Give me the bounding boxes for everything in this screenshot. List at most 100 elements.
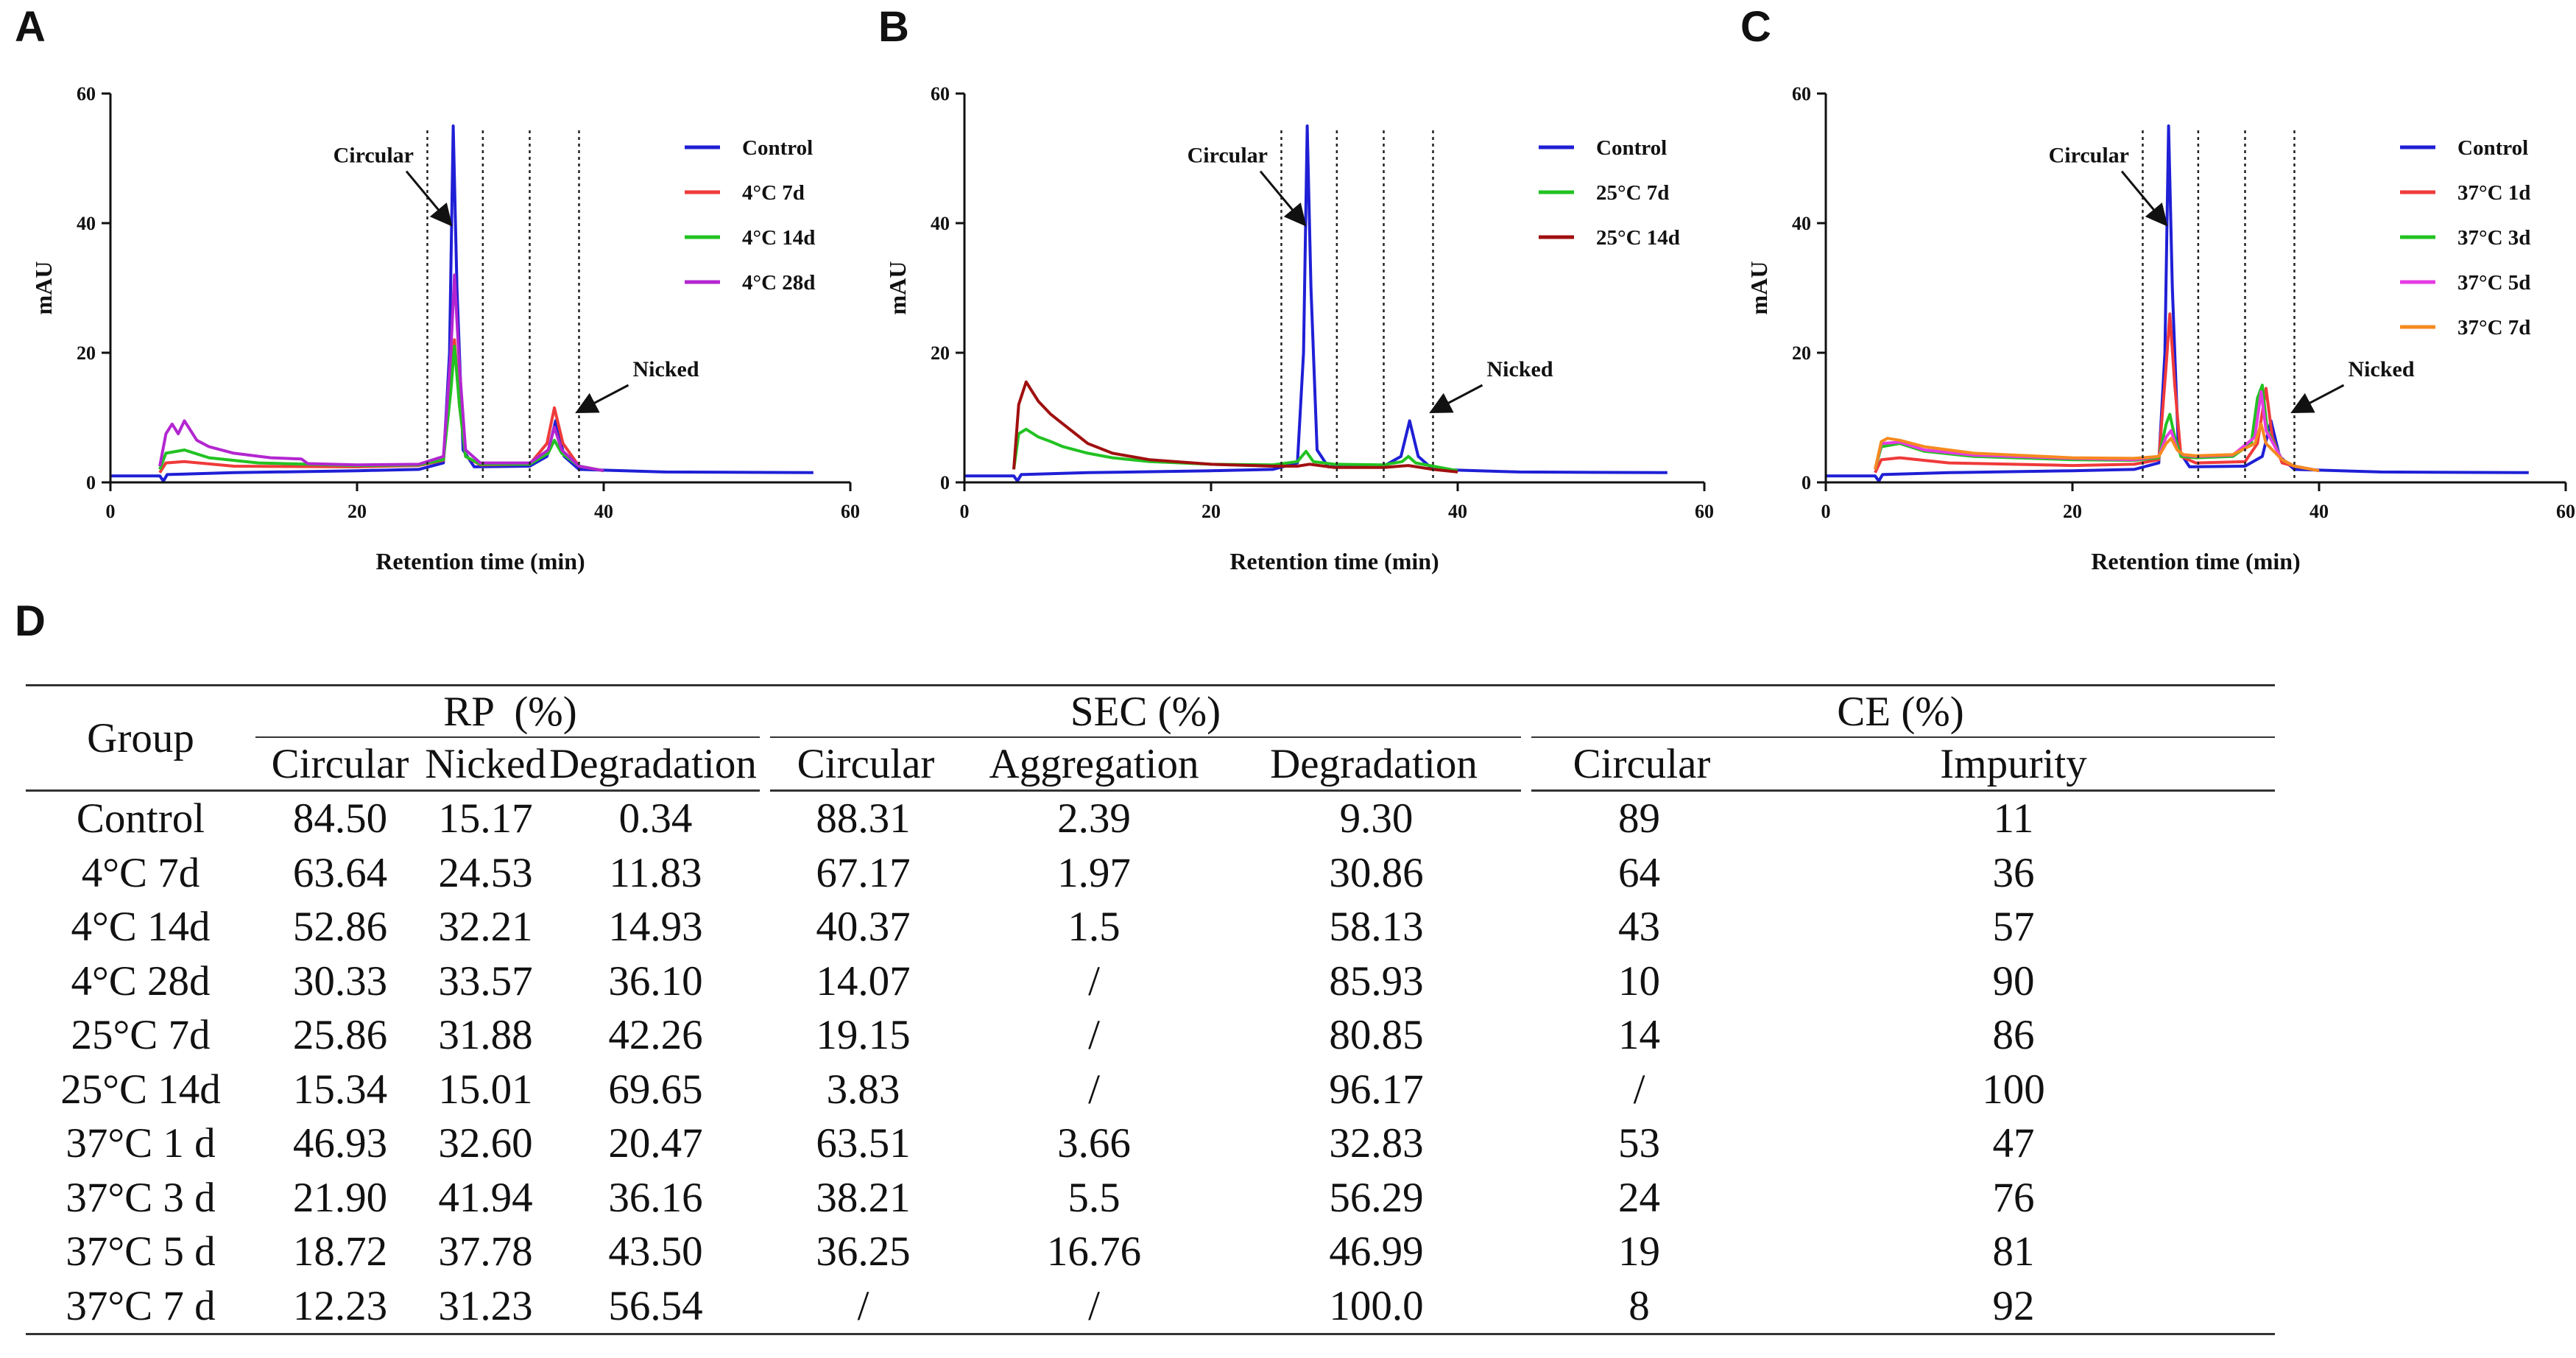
table-row: 37°C 3 d 21.90 41.94 36.16 38.21 5.5 56.29 24 76 xyxy=(26,1171,2275,1225)
table-cell: 14.07 xyxy=(816,957,911,1005)
table-row: 4°C 28d 30.33 33.57 36.10 14.07 / 85.93 10 90 xyxy=(26,954,2275,1009)
y-tick-label: 0 xyxy=(86,472,96,493)
annotation-circular: Circular xyxy=(334,144,414,168)
annotation-arrow xyxy=(2290,384,2345,413)
table-row: 37°C 5 d 18.72 37.78 43.50 36.25 16.76 46.99 19… xyxy=(26,1225,2275,1279)
table-cell: 36 xyxy=(1992,849,2035,896)
y-tick-label: 40 xyxy=(1792,213,1811,234)
table-cell: 30.86 xyxy=(1329,849,1424,896)
table-cell: 31.88 xyxy=(438,1012,533,1059)
panel-letter-d: D xyxy=(15,597,46,645)
legend-label: Control xyxy=(742,136,813,160)
table-cell: 46.99 xyxy=(1329,1228,1424,1276)
table-cell: 40.37 xyxy=(816,904,911,951)
table-cell: 80.85 xyxy=(1329,1012,1424,1059)
y-axis-label: mAU xyxy=(884,261,911,315)
table-row: 37°C 1 d 46.93 32.60 20.47 63.51 3.66 32.83 53 4… xyxy=(26,1116,2275,1171)
series-line-3 xyxy=(158,273,604,473)
legend-label: 4°C 7d xyxy=(742,181,805,205)
y-tick-label: 60 xyxy=(1792,83,1811,105)
x-tick-label: 20 xyxy=(2063,501,2082,522)
column-header: Circular xyxy=(1526,736,1752,792)
annotation-arrow xyxy=(1429,384,1483,413)
table-cell: / xyxy=(1088,957,1100,1005)
chromatogram-chart-a: 0 20 40 60 0 20 40 60 Retention time (min) mAU Cir… xyxy=(30,83,860,574)
row-group-label: 4°C 14d xyxy=(71,904,211,951)
table-row: Control 84.50 15.17 0.34 88.31 2.39 9.30 89 11 xyxy=(26,791,2275,846)
table-cell: 100 xyxy=(1982,1066,2045,1113)
x-tick-label: 40 xyxy=(1448,501,1467,522)
table-row: 37°C 7 d 12.23 31.23 56.54//100.0 8 92 xyxy=(26,1278,2275,1335)
table-cell: 10 xyxy=(1618,957,1660,1005)
table-cell: 56.29 xyxy=(1329,1174,1424,1221)
table-cell: / xyxy=(765,1278,961,1335)
y-tick-label: 60 xyxy=(77,83,96,105)
legend-label: 37°C 3d xyxy=(2457,226,2530,250)
table-cell: 15.17 xyxy=(438,795,533,842)
legend-label: 37°C 1d xyxy=(2457,181,2530,205)
table-row: 4°C 7d 63.64 24.53 11.83 67.17 1.97 30.86 64 36 xyxy=(26,846,2275,901)
y-tick-label: 0 xyxy=(940,472,950,493)
x-tick-label: 40 xyxy=(2309,501,2329,522)
table-cell: / xyxy=(1088,1066,1100,1113)
table-cell: 56.54 xyxy=(546,1278,765,1335)
y-tick-label: 20 xyxy=(931,342,950,364)
table-cell: 58.13 xyxy=(1329,904,1424,951)
row-group-label: 25°C 14d xyxy=(60,1066,221,1113)
table-cell: 31.23 xyxy=(425,1278,546,1335)
row-group-label: 4°C 28d xyxy=(71,957,211,1005)
y-tick-label: 40 xyxy=(931,213,950,234)
table-cell: 24.53 xyxy=(438,849,533,896)
table-cell: 38.21 xyxy=(816,1174,911,1221)
y-tick-label: 20 xyxy=(1792,342,1811,364)
table-cell: 9.30 xyxy=(1339,795,1414,842)
table-cell: 33.57 xyxy=(438,957,533,1005)
table-cell: 18.72 xyxy=(292,1228,388,1276)
column-header: Impurity xyxy=(1752,736,2275,792)
table-cell: 15.01 xyxy=(438,1066,533,1113)
table-cell: 63.64 xyxy=(292,849,388,896)
x-tick-label: 40 xyxy=(594,501,613,522)
table-row: 25°C 7d 25.86 31.88 42.26 19.15 / 80.85 14 86 xyxy=(26,1008,2275,1063)
table-cell: 36.16 xyxy=(608,1174,703,1221)
table-cell: 76 xyxy=(1992,1174,2035,1221)
table-cell: 36.25 xyxy=(816,1228,911,1276)
chromatogram-chart-b: 0 20 40 60 0 20 40 60 Retention time (min) mAU Cir… xyxy=(884,83,1714,574)
legend-label: 25°C 14d xyxy=(1596,226,1680,250)
legend-label: 4°C 14d xyxy=(742,226,815,250)
table-cell: 16.76 xyxy=(1046,1228,1142,1276)
ce-group-header: CE (%) xyxy=(1526,684,2275,737)
annotation-nicked: Nicked xyxy=(1487,357,1553,381)
table-cell: / xyxy=(1088,1012,1100,1059)
annotation-nicked: Nicked xyxy=(633,357,699,381)
y-tick-label: 0 xyxy=(1802,472,1811,493)
table-cell: 25.86 xyxy=(292,1012,388,1059)
column-header: Nicked xyxy=(425,736,546,792)
table-cell: 89 xyxy=(1618,795,1660,842)
y-axis-label: mAU xyxy=(30,261,57,315)
legend-label: Control xyxy=(2457,136,2528,160)
table-cell: 32.60 xyxy=(438,1120,533,1167)
table-cell: 5.5 xyxy=(1068,1174,1121,1221)
legend-label: 25°C 7d xyxy=(1596,181,1669,205)
table-cell: 19 xyxy=(1618,1228,1660,1276)
table-cell: 32.21 xyxy=(438,904,533,951)
x-axis-label: Retention time (min) xyxy=(375,548,585,574)
y-tick-label: 20 xyxy=(77,342,96,364)
table-cell: 21.90 xyxy=(292,1174,388,1221)
table-cell: 90 xyxy=(1992,957,2035,1005)
row-group-label: 25°C 7d xyxy=(71,1012,211,1059)
table-cell: 3.66 xyxy=(1057,1120,1131,1167)
stability-table: Group RP (%) SEC (%) CE (%) Circular Nic… xyxy=(26,684,2275,1335)
group-column-header: Group xyxy=(26,684,255,792)
series-line-3 xyxy=(1874,390,2320,473)
x-tick-label: 0 xyxy=(106,501,116,522)
table-cell: 43 xyxy=(1618,904,1660,951)
table-cell: / xyxy=(961,1278,1227,1335)
table-cell: 14.93 xyxy=(608,904,703,951)
table-cell: 47 xyxy=(1992,1120,2035,1167)
x-tick-label: 60 xyxy=(2556,501,2575,522)
annotation-arrow xyxy=(405,170,453,227)
table-header-row-1: Group RP (%) SEC (%) CE (%) xyxy=(26,684,2275,792)
x-tick-label: 0 xyxy=(960,501,970,522)
